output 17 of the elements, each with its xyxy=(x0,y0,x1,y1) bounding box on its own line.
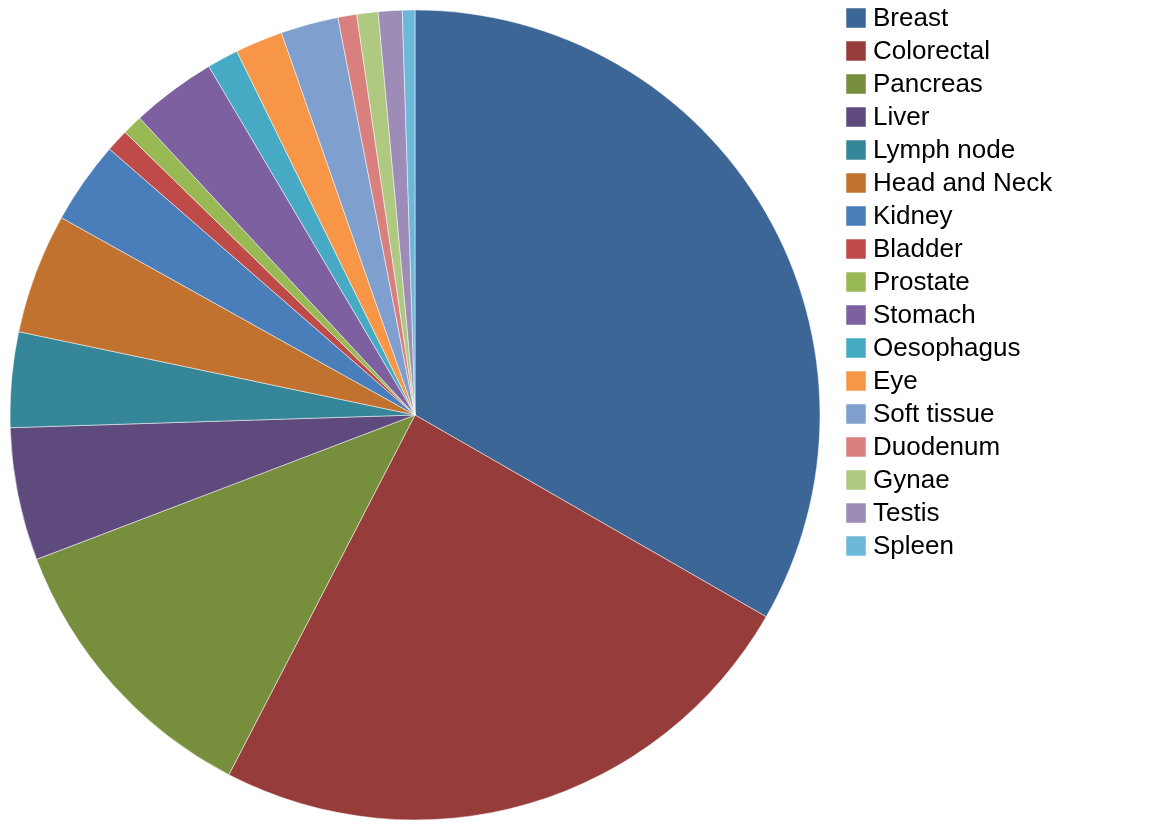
legend-label: Liver xyxy=(873,101,930,131)
legend-label: Eye xyxy=(873,365,918,395)
legend-label: Testis xyxy=(873,497,940,527)
legend-label: Kidney xyxy=(873,200,953,230)
legend-label: Duodenum xyxy=(873,431,1001,461)
legend-label: Spleen xyxy=(873,530,954,560)
legend-label: Breast xyxy=(873,2,949,32)
legend-label: Lymph node xyxy=(873,134,1016,164)
legend-label: Oesophagus xyxy=(873,332,1021,362)
legend-label: Gynae xyxy=(873,464,950,494)
legend-label: Prostate xyxy=(873,266,970,296)
legend-label: Colorectal xyxy=(873,35,991,65)
legend-label: Pancreas xyxy=(873,68,983,98)
legend-label: Soft tissue xyxy=(873,398,995,428)
legend-label: Head and Neck xyxy=(873,167,1054,197)
legend-label: Stomach xyxy=(873,299,976,329)
legend-label: Bladder xyxy=(873,233,963,263)
